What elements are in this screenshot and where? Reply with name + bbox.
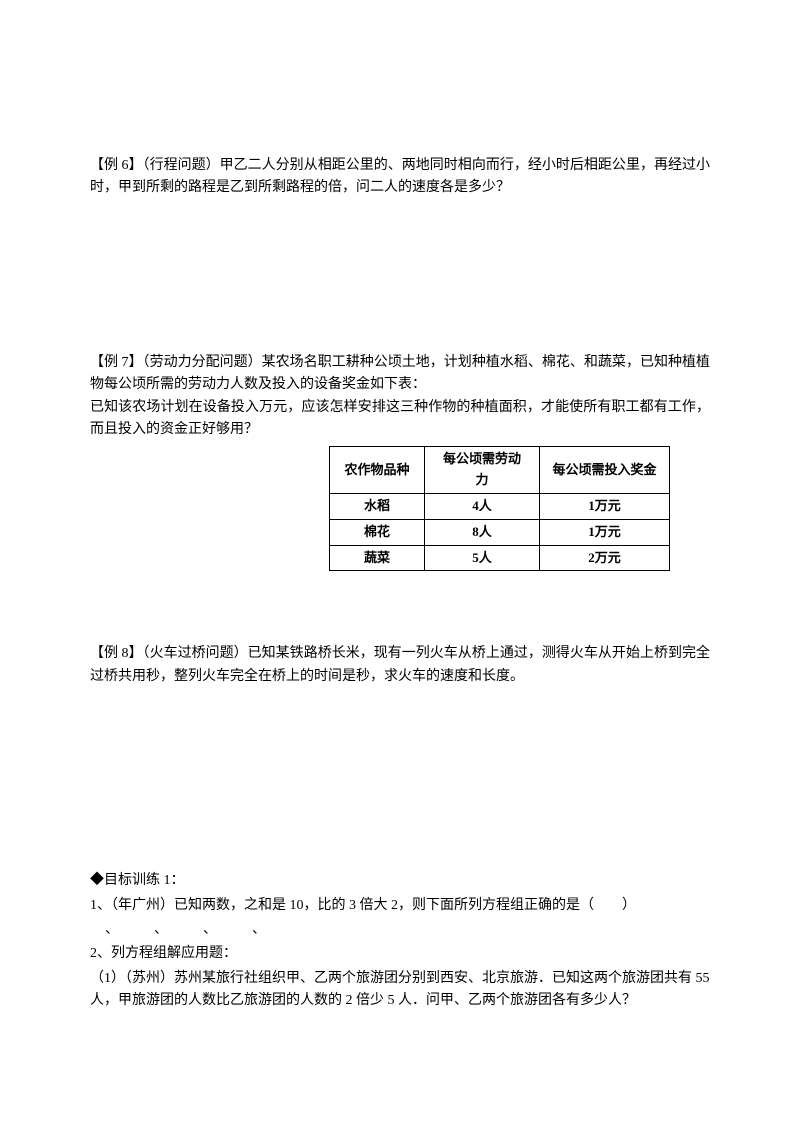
table-cell: 5人 (425, 545, 540, 571)
labor-table: 农作物品种 每公顷需劳动力 每公顷需投入奖金 水稻 4人 1万元 棉花 8人 1… (329, 446, 670, 571)
training-item-2: 2、列方程组解应用题： (90, 943, 710, 965)
example-6: 【例 6】（行程问题）甲乙二人分别从相距公里的、两地同时相向而行，经小时后相距公… (90, 155, 710, 200)
table-header: 农作物品种 (330, 447, 425, 494)
table-cell: 2万元 (540, 545, 670, 571)
training-item-2-sub: （1）（苏州）苏州某旅行社组织甲、乙两个旅游团分别到西安、北京旅游．已知这两个旅… (90, 968, 710, 1013)
training-section: ◆目标训练 1： 1、（年广州）已知两数，之和是 10，比的 3 倍大 2，则下… (90, 870, 710, 1012)
table-cell: 8人 (425, 519, 540, 545)
spacer (90, 593, 710, 643)
training-header: ◆目标训练 1： (90, 870, 710, 892)
training-item-1-blank: 、 、 、 、 (105, 919, 710, 941)
table-cell: 蔬菜 (330, 545, 425, 571)
example-8: 【例 8】（火车过桥问题）已知某铁路桥长米，现有一列火车从桥上通过，测得火车从开… (90, 643, 710, 688)
spacer (90, 222, 710, 352)
example-7-text-1: 【例 7】（劳动力分配问题）某农场名职工耕种公顷土地，计划种植水稻、棉花、和蔬菜… (90, 352, 710, 397)
example-7-text-2: 已知该农场计划在设备投入万元，应该怎样安排这三种作物的种植面积，才能使所有职工都… (90, 397, 710, 442)
table-cell: 1万元 (540, 493, 670, 519)
example-7: 【例 7】（劳动力分配问题）某农场名职工耕种公顷土地，计划种植水稻、棉花、和蔬菜… (90, 352, 710, 572)
table-header-row: 农作物品种 每公顷需劳动力 每公顷需投入奖金 (330, 447, 670, 494)
training-item-1: 1、（年广州）已知两数，之和是 10，比的 3 倍大 2，则下面所列方程组正确的… (90, 895, 710, 917)
example-6-text: 【例 6】（行程问题）甲乙二人分别从相距公里的、两地同时相向而行，经小时后相距公… (90, 155, 710, 200)
table-cell: 4人 (425, 493, 540, 519)
table-cell: 1万元 (540, 519, 670, 545)
table-row: 棉花 8人 1万元 (330, 519, 670, 545)
example-8-text: 【例 8】（火车过桥问题）已知某铁路桥长米，现有一列火车从桥上通过，测得火车从开… (90, 643, 710, 688)
table-row: 水稻 4人 1万元 (330, 493, 670, 519)
table-cell: 棉花 (330, 519, 425, 545)
table-header: 每公顷需劳动力 (425, 447, 540, 494)
table-header: 每公顷需投入奖金 (540, 447, 670, 494)
table-cell: 水稻 (330, 493, 425, 519)
spacer (90, 710, 710, 860)
table-row: 蔬菜 5人 2万元 (330, 545, 670, 571)
